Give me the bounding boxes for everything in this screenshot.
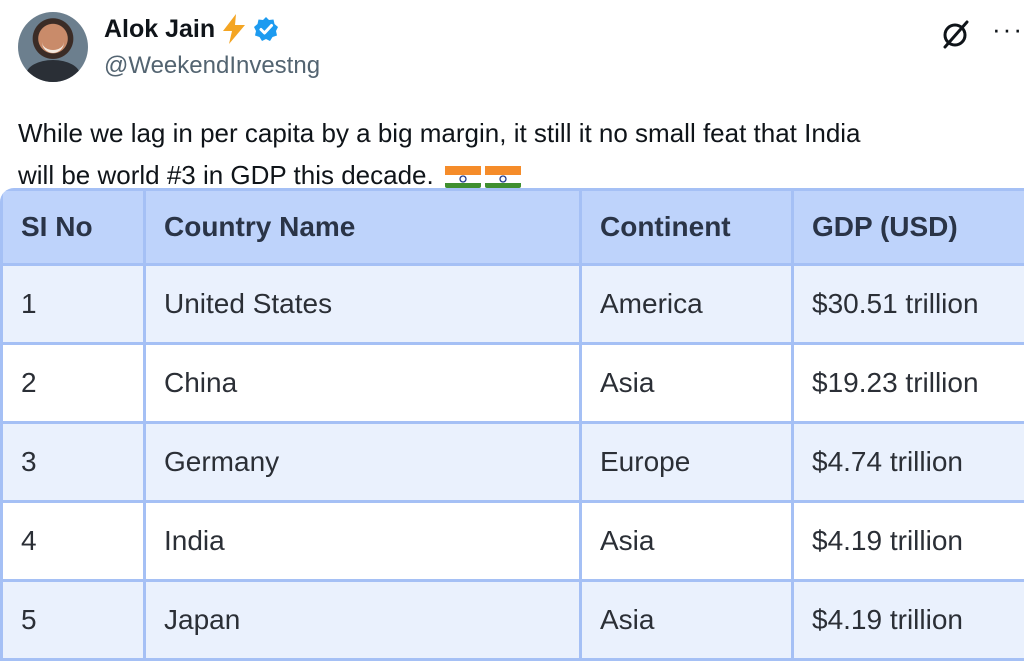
cell-continent: Asia bbox=[579, 500, 794, 582]
column-header-gdp: GDP (USD) bbox=[791, 188, 1024, 266]
table-row: 2 China Asia $19.23 trillion bbox=[0, 342, 1024, 424]
india-flag-icon bbox=[444, 162, 481, 188]
cell-si-no: 4 bbox=[0, 500, 146, 582]
cell-country-name: Japan bbox=[143, 579, 582, 661]
author-name[interactable]: Alok Jain bbox=[104, 14, 216, 43]
cell-gdp: $30.51 trillion bbox=[791, 263, 1024, 345]
column-header-country-name: Country Name bbox=[143, 188, 582, 266]
table-row: 5 Japan Asia $4.19 trillion bbox=[0, 579, 1024, 661]
cell-gdp: $4.19 trillion bbox=[791, 500, 1024, 582]
tweet-text-line-1: While we lag in per capita by a big marg… bbox=[18, 118, 861, 148]
author-handle[interactable]: @WeekendInvestng bbox=[104, 52, 321, 79]
cell-gdp: $4.19 trillion bbox=[791, 579, 1024, 661]
grok-icon[interactable] bbox=[940, 18, 972, 50]
column-header-continent: Continent bbox=[579, 188, 794, 266]
cell-continent: America bbox=[579, 263, 794, 345]
table-row: 1 United States America $30.51 trillion bbox=[0, 263, 1024, 345]
cell-gdp: $4.74 trillion bbox=[791, 421, 1024, 503]
cell-si-no: 3 bbox=[0, 421, 146, 503]
lightning-icon bbox=[223, 14, 246, 44]
more-icon[interactable]: ··· bbox=[992, 14, 1024, 44]
column-header-si-no: SI No bbox=[0, 188, 146, 266]
gdp-table: SI No Country Name Continent GDP (USD) 1… bbox=[0, 188, 1024, 661]
cell-si-no: 1 bbox=[0, 263, 146, 345]
india-flag-icon bbox=[484, 162, 521, 188]
tweet-text-line-2: will be world #3 in GDP this decade. bbox=[18, 154, 1024, 196]
cell-country-name: United States bbox=[143, 263, 582, 345]
cell-si-no: 5 bbox=[0, 579, 146, 661]
tweet-text-line-2-text: will be world #3 in GDP this decade. bbox=[18, 160, 434, 190]
cell-country-name: Germany bbox=[143, 421, 582, 503]
author-name-row: Alok Jain bbox=[104, 14, 279, 44]
attached-image-table[interactable]: SI No Country Name Continent GDP (USD) 1… bbox=[0, 188, 1024, 661]
cell-continent: Europe bbox=[579, 421, 794, 503]
tweet-text: While we lag in per capita by a big marg… bbox=[18, 112, 1024, 196]
tweet-header: Alok Jain @WeekendInvestng ··· bbox=[0, 0, 1024, 95]
cell-country-name: India bbox=[143, 500, 582, 582]
cell-si-no: 2 bbox=[0, 342, 146, 424]
cell-country-name: China bbox=[143, 342, 582, 424]
table-row: 4 India Asia $4.19 trillion bbox=[0, 500, 1024, 582]
avatar[interactable] bbox=[18, 12, 88, 82]
verified-badge-icon bbox=[253, 16, 279, 42]
cell-gdp: $19.23 trillion bbox=[791, 342, 1024, 424]
cell-continent: Asia bbox=[579, 579, 794, 661]
table-row: 3 Germany Europe $4.74 trillion bbox=[0, 421, 1024, 503]
table-header-row: SI No Country Name Continent GDP (USD) bbox=[0, 188, 1024, 266]
cell-continent: Asia bbox=[579, 342, 794, 424]
